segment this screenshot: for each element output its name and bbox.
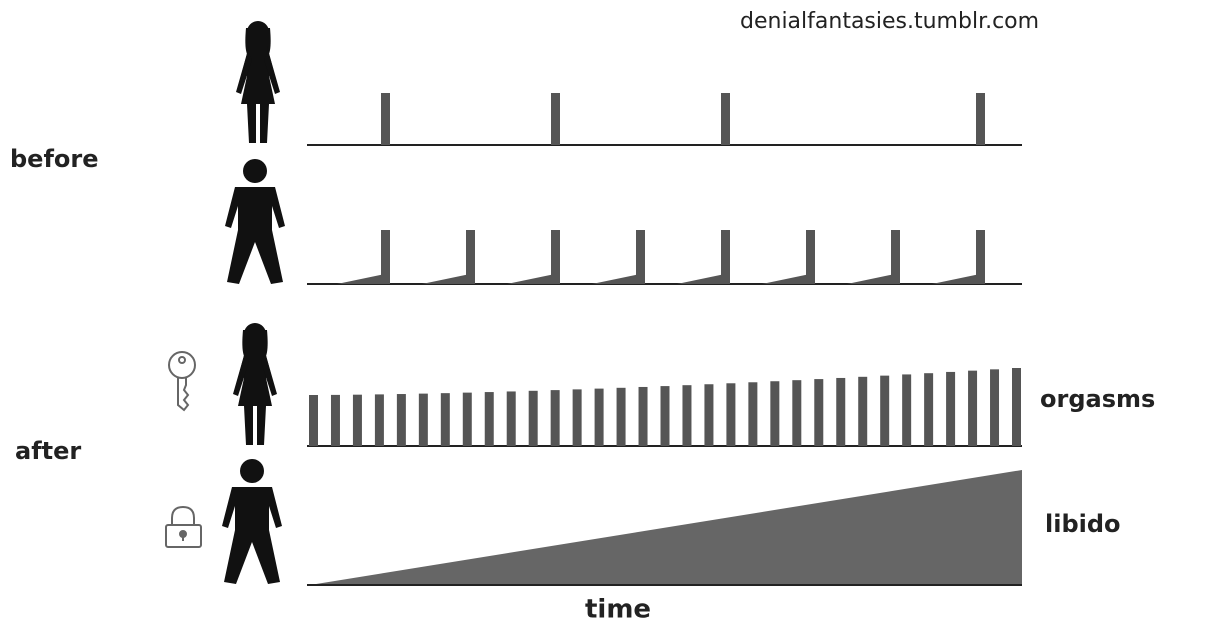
bar (902, 374, 911, 446)
bar (858, 377, 867, 446)
bar (704, 384, 713, 446)
bar (836, 378, 845, 446)
bar (397, 394, 406, 446)
bar (968, 371, 977, 446)
bar (375, 394, 384, 446)
ramp (507, 274, 555, 284)
spike (806, 230, 815, 284)
axis-label: time (585, 595, 651, 623)
man-figure (225, 159, 285, 284)
bar (880, 376, 889, 446)
spike (636, 230, 645, 284)
bar (463, 393, 472, 446)
key-icon (169, 352, 195, 410)
bar (419, 394, 428, 446)
section-label: before (10, 145, 99, 173)
bar (682, 385, 691, 446)
bar (573, 389, 582, 446)
row-label: libido (1045, 510, 1121, 538)
ramp (422, 274, 470, 284)
woman-figure (233, 323, 277, 445)
bar (990, 369, 999, 446)
bar (792, 380, 801, 446)
bar (946, 372, 955, 446)
bar (617, 388, 626, 446)
watermark: denialfantasies.tumblr.com (740, 9, 1039, 34)
spike (976, 93, 985, 145)
section-label: after (15, 437, 81, 465)
bar (639, 387, 648, 446)
timelines (307, 93, 1022, 585)
row-label: orgasms (1040, 385, 1155, 413)
spike (551, 93, 560, 145)
ramp (677, 274, 725, 284)
ramp (762, 274, 810, 284)
woman-figure (236, 21, 280, 143)
infographic: denialfantasies.tumblr.com before after … (0, 0, 1205, 623)
spike (381, 93, 390, 145)
bar (748, 382, 757, 446)
spike (381, 230, 390, 284)
spike (551, 230, 560, 284)
bar (331, 395, 340, 446)
bar (661, 386, 670, 446)
man-figure (222, 459, 282, 584)
bar (726, 383, 735, 446)
ramp (337, 274, 385, 284)
bar (441, 393, 450, 446)
bar (551, 390, 560, 446)
lock-icon (166, 507, 201, 547)
spike (976, 230, 985, 284)
bar (1012, 368, 1021, 446)
spike (721, 230, 730, 284)
ramp (592, 274, 640, 284)
spike (466, 230, 475, 284)
ramp (847, 274, 895, 284)
bar (529, 391, 538, 446)
bar (507, 391, 516, 446)
bar (485, 392, 494, 446)
libido-area (310, 470, 1022, 585)
ramp (932, 274, 980, 284)
bar (309, 395, 318, 446)
spike (721, 93, 730, 145)
bar (814, 379, 823, 446)
bar (595, 389, 604, 446)
spike (891, 230, 900, 284)
bar (770, 381, 779, 446)
bar (353, 395, 362, 446)
bar (924, 373, 933, 446)
